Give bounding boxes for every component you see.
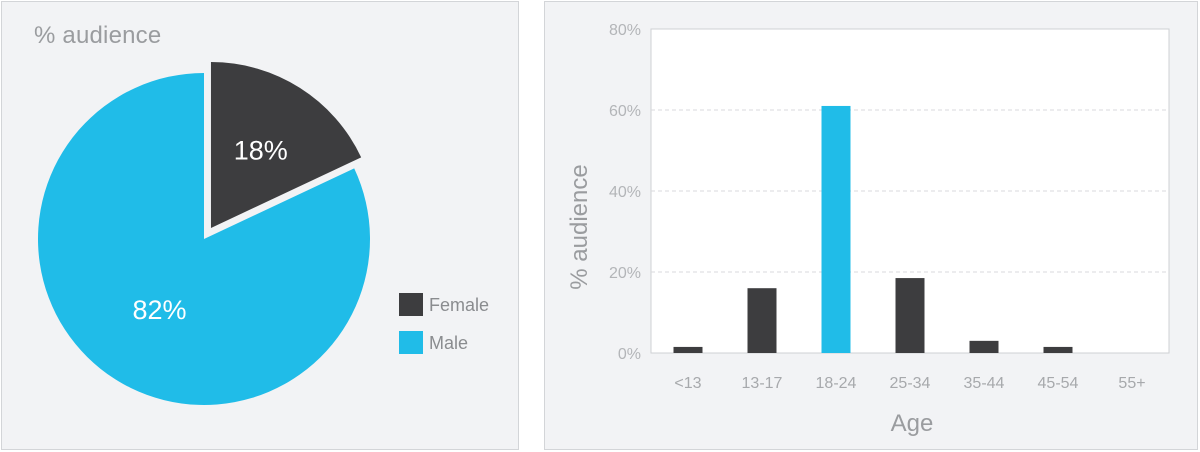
x-tick-label: 18-24 [816, 375, 857, 392]
bar-18-24 [821, 105, 851, 353]
bar-chart-panel: 0% 20% 40% 60% 80% <13 13-17 18-24 25-34 35-44 45-… [544, 1, 1198, 450]
y-tick-label: 80% [609, 22, 641, 39]
y-tick-label: 0% [618, 346, 641, 363]
pie-chart-panel: % audience 18% 82% Female Male [1, 1, 519, 450]
pie-chart: 18% 82% Female Male [38, 62, 489, 405]
bar-chart: 0% 20% 40% 60% 80% <13 13-17 18-24 25-34 35-44 45-… [566, 22, 1170, 437]
x-tick-label: 35-44 [964, 375, 1005, 392]
bar-lt13 [673, 346, 703, 353]
legend-label-male: Male [429, 333, 468, 353]
x-tick-label: 13-17 [742, 375, 783, 392]
legend-swatch-male [399, 331, 423, 354]
x-axis-title: Age [891, 410, 934, 437]
y-axis-title: % audience [566, 164, 593, 289]
bar-35-44 [969, 340, 999, 353]
x-tick-label: 25-34 [890, 375, 931, 392]
x-tick-label: 45-54 [1038, 375, 1079, 392]
y-tick-label: 20% [609, 265, 641, 282]
legend-label-female: Female [429, 295, 489, 315]
y-tick-label: 40% [609, 184, 641, 201]
legend-swatch-female [399, 293, 423, 316]
y-tick-label: 60% [609, 103, 641, 120]
pie-slice-label-female: 18% [234, 136, 288, 166]
pie-slice-female [210, 62, 362, 229]
x-tick-label: <13 [674, 375, 701, 392]
pie-slice-label-male: 82% [133, 295, 187, 325]
pie-chart-title: % audience [34, 22, 162, 49]
bar-13-17 [747, 288, 777, 353]
pie-slice-male [38, 73, 371, 405]
bar-25-34 [895, 278, 925, 353]
x-tick-label: 55+ [1118, 375, 1145, 392]
bar-45-54 [1043, 346, 1073, 353]
